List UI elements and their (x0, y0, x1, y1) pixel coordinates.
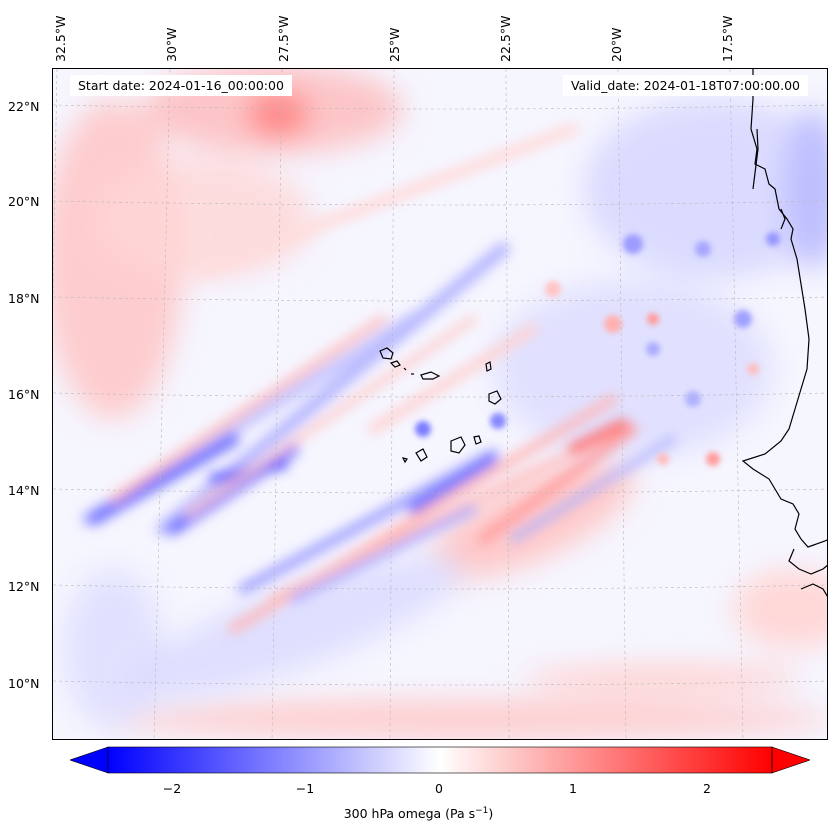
lon-label: 27.5°W (276, 15, 291, 62)
colorbar-label-sup: −1 (475, 806, 489, 816)
colorbar-gradient (108, 747, 772, 773)
convective-cells (415, 232, 780, 466)
lat-label: 16°N (8, 387, 40, 402)
lat-label: 14°N (8, 483, 40, 498)
lon-label: 25°W (387, 27, 402, 62)
lat-label: 20°N (8, 194, 40, 209)
colorbar-tick: 1 (569, 781, 577, 796)
negative-regions (63, 99, 827, 729)
valid-date-label: Valid_date: 2024-01-18T07:00:00.00 (562, 75, 808, 96)
start-date-label: Start date: 2024-01-16_00:00:00 (70, 75, 292, 96)
lon-label: 22.5°W (498, 15, 513, 62)
lat-label: 10°N (8, 676, 40, 691)
omega-field (53, 69, 827, 739)
colorbar-min-extend (70, 746, 109, 774)
coastline (741, 69, 827, 597)
colorbar-max-extend (771, 746, 810, 774)
lat-label: 18°N (8, 291, 40, 306)
lon-label: 32.5°W (53, 15, 68, 62)
lat-label: 12°N (8, 579, 40, 594)
colorbar-label-main: 300 hPa omega (Pa s (343, 806, 476, 822)
colorbar-tick: −1 (295, 781, 315, 796)
lon-label: 20°W (609, 27, 624, 62)
colorbar-tick: −2 (162, 781, 182, 796)
lat-label: 22°N (8, 99, 40, 114)
positive-regions (53, 69, 827, 737)
colorbar-label-end: ) (488, 806, 494, 822)
colorbar-tick: 2 (703, 781, 711, 796)
graticule (53, 69, 827, 739)
map-panel[interactable] (52, 68, 828, 740)
colorbar-tick: 0 (435, 781, 443, 796)
cape-verde-islands (379, 347, 502, 464)
lon-label: 30°W (164, 27, 179, 62)
colorbar-label: 300 hPa omega (Pa s−1) (0, 806, 837, 821)
colorbar (70, 746, 810, 774)
streak-bands (81, 123, 677, 634)
colorbar-outline (107, 746, 773, 774)
lon-label: 17.5°W (720, 15, 735, 62)
